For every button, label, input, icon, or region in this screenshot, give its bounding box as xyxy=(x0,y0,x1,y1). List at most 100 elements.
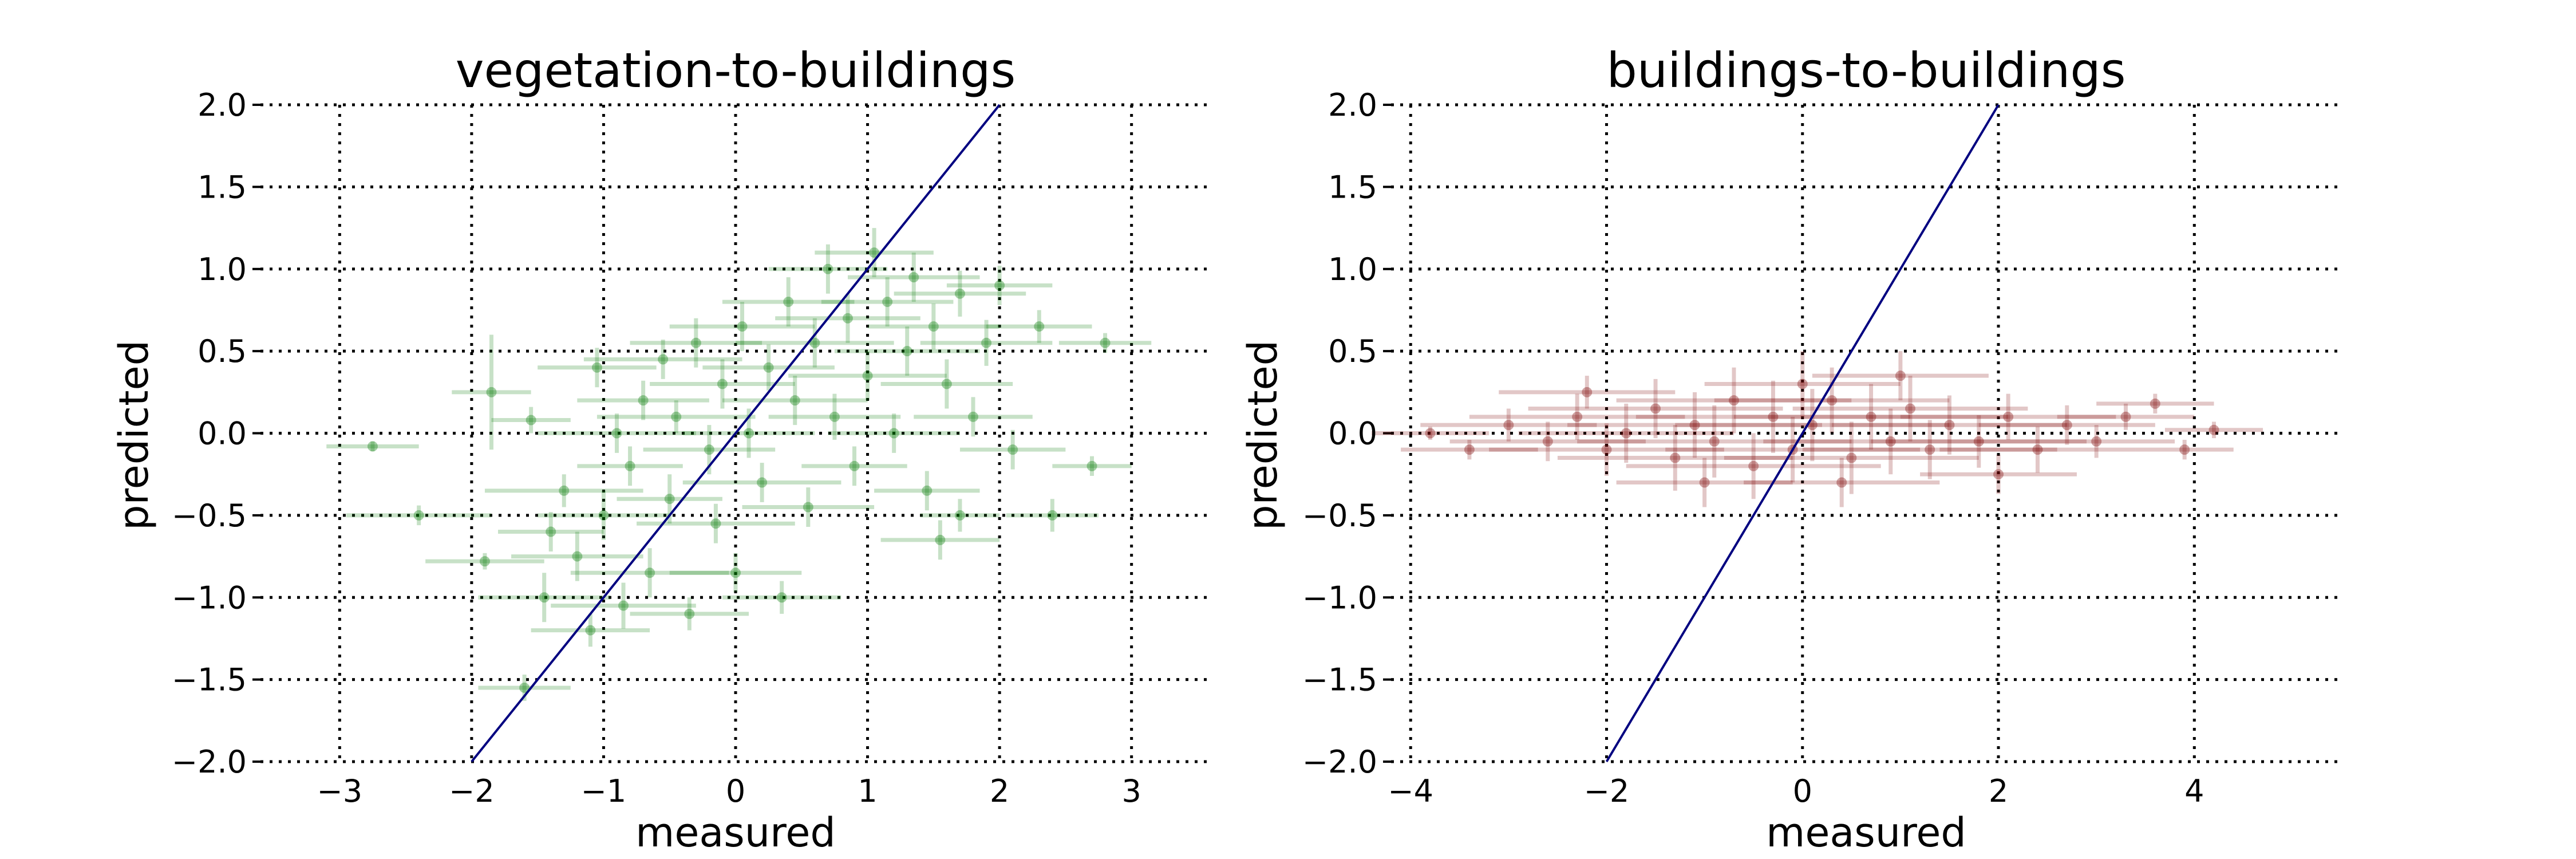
data-point xyxy=(742,487,875,527)
data-point xyxy=(880,520,1000,560)
data-point xyxy=(1763,408,2018,475)
y-tick-label: −1.5 xyxy=(172,662,247,698)
data-point xyxy=(538,490,670,540)
data-point xyxy=(1724,421,1979,494)
x-tick-label: 2 xyxy=(1989,773,2008,809)
data-points xyxy=(1371,351,2263,507)
data-point xyxy=(669,302,815,352)
data-point xyxy=(1832,395,2067,455)
data-point xyxy=(425,553,544,570)
x-tick-label: −4 xyxy=(1388,773,1433,809)
data-point xyxy=(478,573,610,622)
data-point xyxy=(1401,439,1538,460)
x-tick-label: 0 xyxy=(726,773,745,809)
data-point xyxy=(570,548,729,598)
data-point xyxy=(1616,367,1852,434)
y-tick-label: 2.0 xyxy=(1328,87,1377,123)
x-axis-label: measured xyxy=(1766,809,1966,856)
data-point xyxy=(1714,367,1950,434)
x-tick-label: −1 xyxy=(581,773,627,809)
data-point xyxy=(1616,458,1793,507)
data-point xyxy=(596,400,756,434)
data-point xyxy=(821,277,954,327)
data-point xyxy=(346,505,492,526)
data-point xyxy=(702,344,835,391)
data-point xyxy=(2164,421,2263,439)
data-point xyxy=(894,270,1026,317)
data-point xyxy=(2057,403,2195,430)
x-axis-label: measured xyxy=(635,809,836,856)
data-point xyxy=(1006,499,1099,532)
data-point xyxy=(1871,415,2087,468)
y-tick-label: 0.5 xyxy=(197,333,247,369)
data-point xyxy=(1900,393,2116,440)
data-point xyxy=(326,441,419,452)
data-point xyxy=(722,277,855,327)
x-tick-label: 0 xyxy=(1793,773,1812,809)
reference-line-group xyxy=(471,104,1001,763)
data-point xyxy=(1371,427,1490,440)
data-point xyxy=(1058,333,1152,353)
data-point xyxy=(722,581,841,614)
data-point xyxy=(637,503,795,543)
y-axis-label: predicted xyxy=(1239,340,1286,530)
data-point xyxy=(1978,405,2155,445)
data-point xyxy=(815,228,934,278)
y-tick-label: 1.5 xyxy=(1328,169,1377,205)
data-point xyxy=(920,499,1000,532)
identity-reference-line xyxy=(471,104,1001,763)
data-point xyxy=(531,613,650,647)
y-tick-label: 1.0 xyxy=(1328,251,1377,287)
tick-labels: −3 −2 −1 0 1 2 3 −2.0 −1.5 −1.0 −0.5 0.0 0.5 1.0 1.5 2.… xyxy=(172,87,1141,809)
data-point xyxy=(630,318,762,368)
data-point xyxy=(1626,433,1881,499)
panel-buildings-to-buildings: −4 −2 0 2 4 −2.0 −1.5 −1.0 −0.5 0.0 0.5 1.0 1.5 2.0 b… xyxy=(1239,42,2341,856)
reference-line-group xyxy=(1605,104,2000,763)
identity-reference-line xyxy=(1605,104,2000,763)
y-tick-label: 0.5 xyxy=(1328,333,1377,369)
data-point xyxy=(1567,392,1822,458)
data-point xyxy=(801,446,907,486)
data-point xyxy=(2096,393,2214,414)
data-point xyxy=(1499,376,1676,409)
data-point xyxy=(768,393,901,440)
x-tick-label: 4 xyxy=(2184,773,2204,809)
data-point xyxy=(2135,439,2234,460)
y-tick-label: −0.5 xyxy=(1302,498,1377,534)
data-point xyxy=(511,531,643,581)
data-point xyxy=(1577,405,1852,478)
y-tick-label: 1.5 xyxy=(197,169,247,205)
data-point xyxy=(959,430,1066,470)
chart-title: vegetation-to-buildings xyxy=(456,42,1016,98)
y-tick-label: −1.0 xyxy=(172,580,247,616)
x-tick-label: −3 xyxy=(317,773,363,809)
panel-vegetation-to-buildings: −3 −2 −1 0 1 2 3 −2.0 −1.5 −1.0 −0.5 0.0 0.5 1.0 1.5 2.… xyxy=(110,42,1211,856)
grid-lines xyxy=(252,103,1211,763)
data-point xyxy=(484,474,643,507)
data-point xyxy=(577,380,709,420)
data-point xyxy=(867,303,1000,350)
data-point xyxy=(880,359,1013,409)
data-point xyxy=(1802,420,2057,479)
data-point xyxy=(1528,379,1783,439)
data-point xyxy=(1420,408,1597,442)
data-point xyxy=(538,413,696,453)
data-point xyxy=(583,340,742,379)
data-point xyxy=(847,253,980,302)
data-point xyxy=(914,397,1033,437)
data-point xyxy=(1469,393,1685,440)
data-point xyxy=(736,318,894,368)
data-points xyxy=(326,228,1152,701)
data-point xyxy=(452,334,531,450)
y-tick-label: −2.0 xyxy=(172,744,247,780)
data-point xyxy=(1812,351,1989,401)
data-point xyxy=(1675,389,1950,462)
data-point xyxy=(722,376,868,425)
data-point xyxy=(1920,454,2077,494)
y-tick-label: 1.0 xyxy=(197,251,247,287)
y-tick-label: −0.5 xyxy=(172,498,247,534)
data-point xyxy=(874,471,980,511)
data-point xyxy=(920,320,1053,366)
data-point xyxy=(834,326,980,376)
